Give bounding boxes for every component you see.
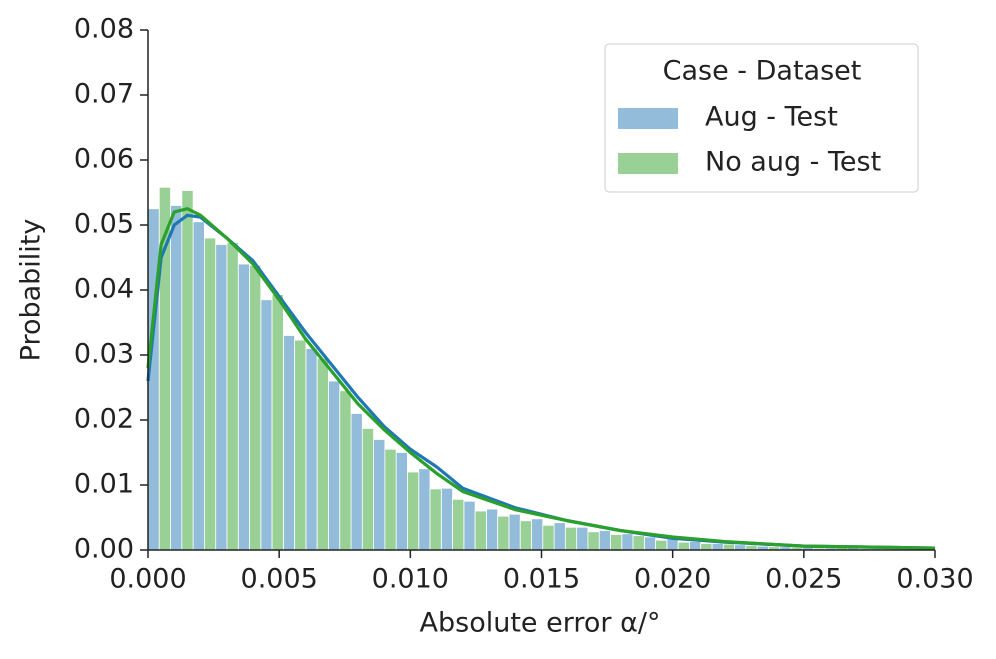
bar bbox=[700, 543, 713, 551]
y-tick-label: 0.00 bbox=[74, 534, 134, 565]
x-axis-label: Absolute error α/° bbox=[420, 608, 661, 639]
y-axis-label: Probability bbox=[16, 219, 47, 362]
x-tick-label: 0.000 bbox=[109, 564, 186, 595]
bar bbox=[576, 526, 589, 551]
y-tick-label: 0.03 bbox=[74, 339, 134, 370]
bar bbox=[734, 544, 747, 551]
bar bbox=[204, 237, 217, 551]
bar bbox=[677, 541, 690, 551]
bar bbox=[722, 543, 735, 551]
bar bbox=[305, 348, 318, 551]
bar bbox=[632, 535, 645, 551]
legend-swatch bbox=[618, 153, 678, 174]
bar bbox=[474, 510, 487, 551]
legend-frame bbox=[604, 43, 919, 193]
bar bbox=[463, 500, 476, 551]
kde-line bbox=[146, 207, 936, 550]
x-tick-label: 0.015 bbox=[503, 564, 580, 595]
bar bbox=[192, 221, 205, 551]
bar bbox=[587, 531, 600, 551]
bar bbox=[598, 530, 611, 551]
x-tick-label: 0.030 bbox=[896, 564, 973, 595]
bar bbox=[350, 413, 363, 551]
y-tick-label: 0.08 bbox=[74, 14, 134, 45]
bar bbox=[226, 242, 239, 551]
bar bbox=[655, 539, 668, 551]
bar bbox=[237, 263, 250, 551]
bar bbox=[440, 487, 453, 551]
bar bbox=[666, 538, 679, 551]
bar bbox=[711, 543, 724, 551]
bar bbox=[339, 390, 352, 551]
bar bbox=[486, 508, 499, 551]
x-tick-label: 0.010 bbox=[372, 564, 449, 595]
bar bbox=[610, 534, 623, 551]
bar bbox=[249, 264, 262, 551]
bar bbox=[508, 513, 521, 551]
bar bbox=[373, 439, 386, 551]
bar bbox=[170, 205, 183, 551]
legend-swatch bbox=[618, 108, 678, 129]
bar bbox=[384, 448, 397, 551]
bar bbox=[542, 524, 555, 551]
bar bbox=[621, 533, 634, 551]
bar bbox=[316, 357, 329, 551]
bar bbox=[531, 518, 544, 551]
legend-label: Aug - Test bbox=[705, 102, 838, 133]
bar bbox=[564, 526, 578, 551]
y-tick-label: 0.05 bbox=[74, 209, 134, 240]
legend-title: Case - Dataset bbox=[663, 56, 862, 87]
x-tick-label: 0.020 bbox=[634, 564, 711, 595]
legend-label: No aug - Test bbox=[705, 147, 881, 178]
bar bbox=[282, 335, 296, 551]
bar bbox=[181, 190, 194, 551]
y-tick-label: 0.01 bbox=[74, 469, 134, 500]
bar bbox=[395, 452, 408, 551]
bar bbox=[497, 515, 510, 551]
bar bbox=[452, 498, 465, 551]
bar bbox=[260, 299, 273, 551]
legend: Case - Dataset Aug - Test No aug - Test bbox=[604, 43, 919, 193]
y-tick-label: 0.06 bbox=[74, 144, 134, 175]
y-tick-label: 0.07 bbox=[74, 79, 134, 110]
bar bbox=[271, 294, 284, 551]
bar bbox=[643, 536, 657, 551]
bar bbox=[553, 522, 566, 551]
y-tick-label: 0.02 bbox=[74, 404, 134, 435]
bar bbox=[407, 471, 420, 551]
bar bbox=[361, 428, 375, 551]
bar bbox=[429, 488, 442, 551]
bar bbox=[215, 244, 228, 551]
bar bbox=[689, 541, 702, 551]
bar bbox=[418, 468, 431, 551]
bar bbox=[519, 520, 532, 551]
x-tick-label: 0.025 bbox=[765, 564, 842, 595]
bar bbox=[294, 339, 307, 551]
x-tick-label: 0.005 bbox=[241, 564, 318, 595]
bar bbox=[328, 380, 341, 551]
y-tick-label: 0.04 bbox=[74, 274, 134, 305]
